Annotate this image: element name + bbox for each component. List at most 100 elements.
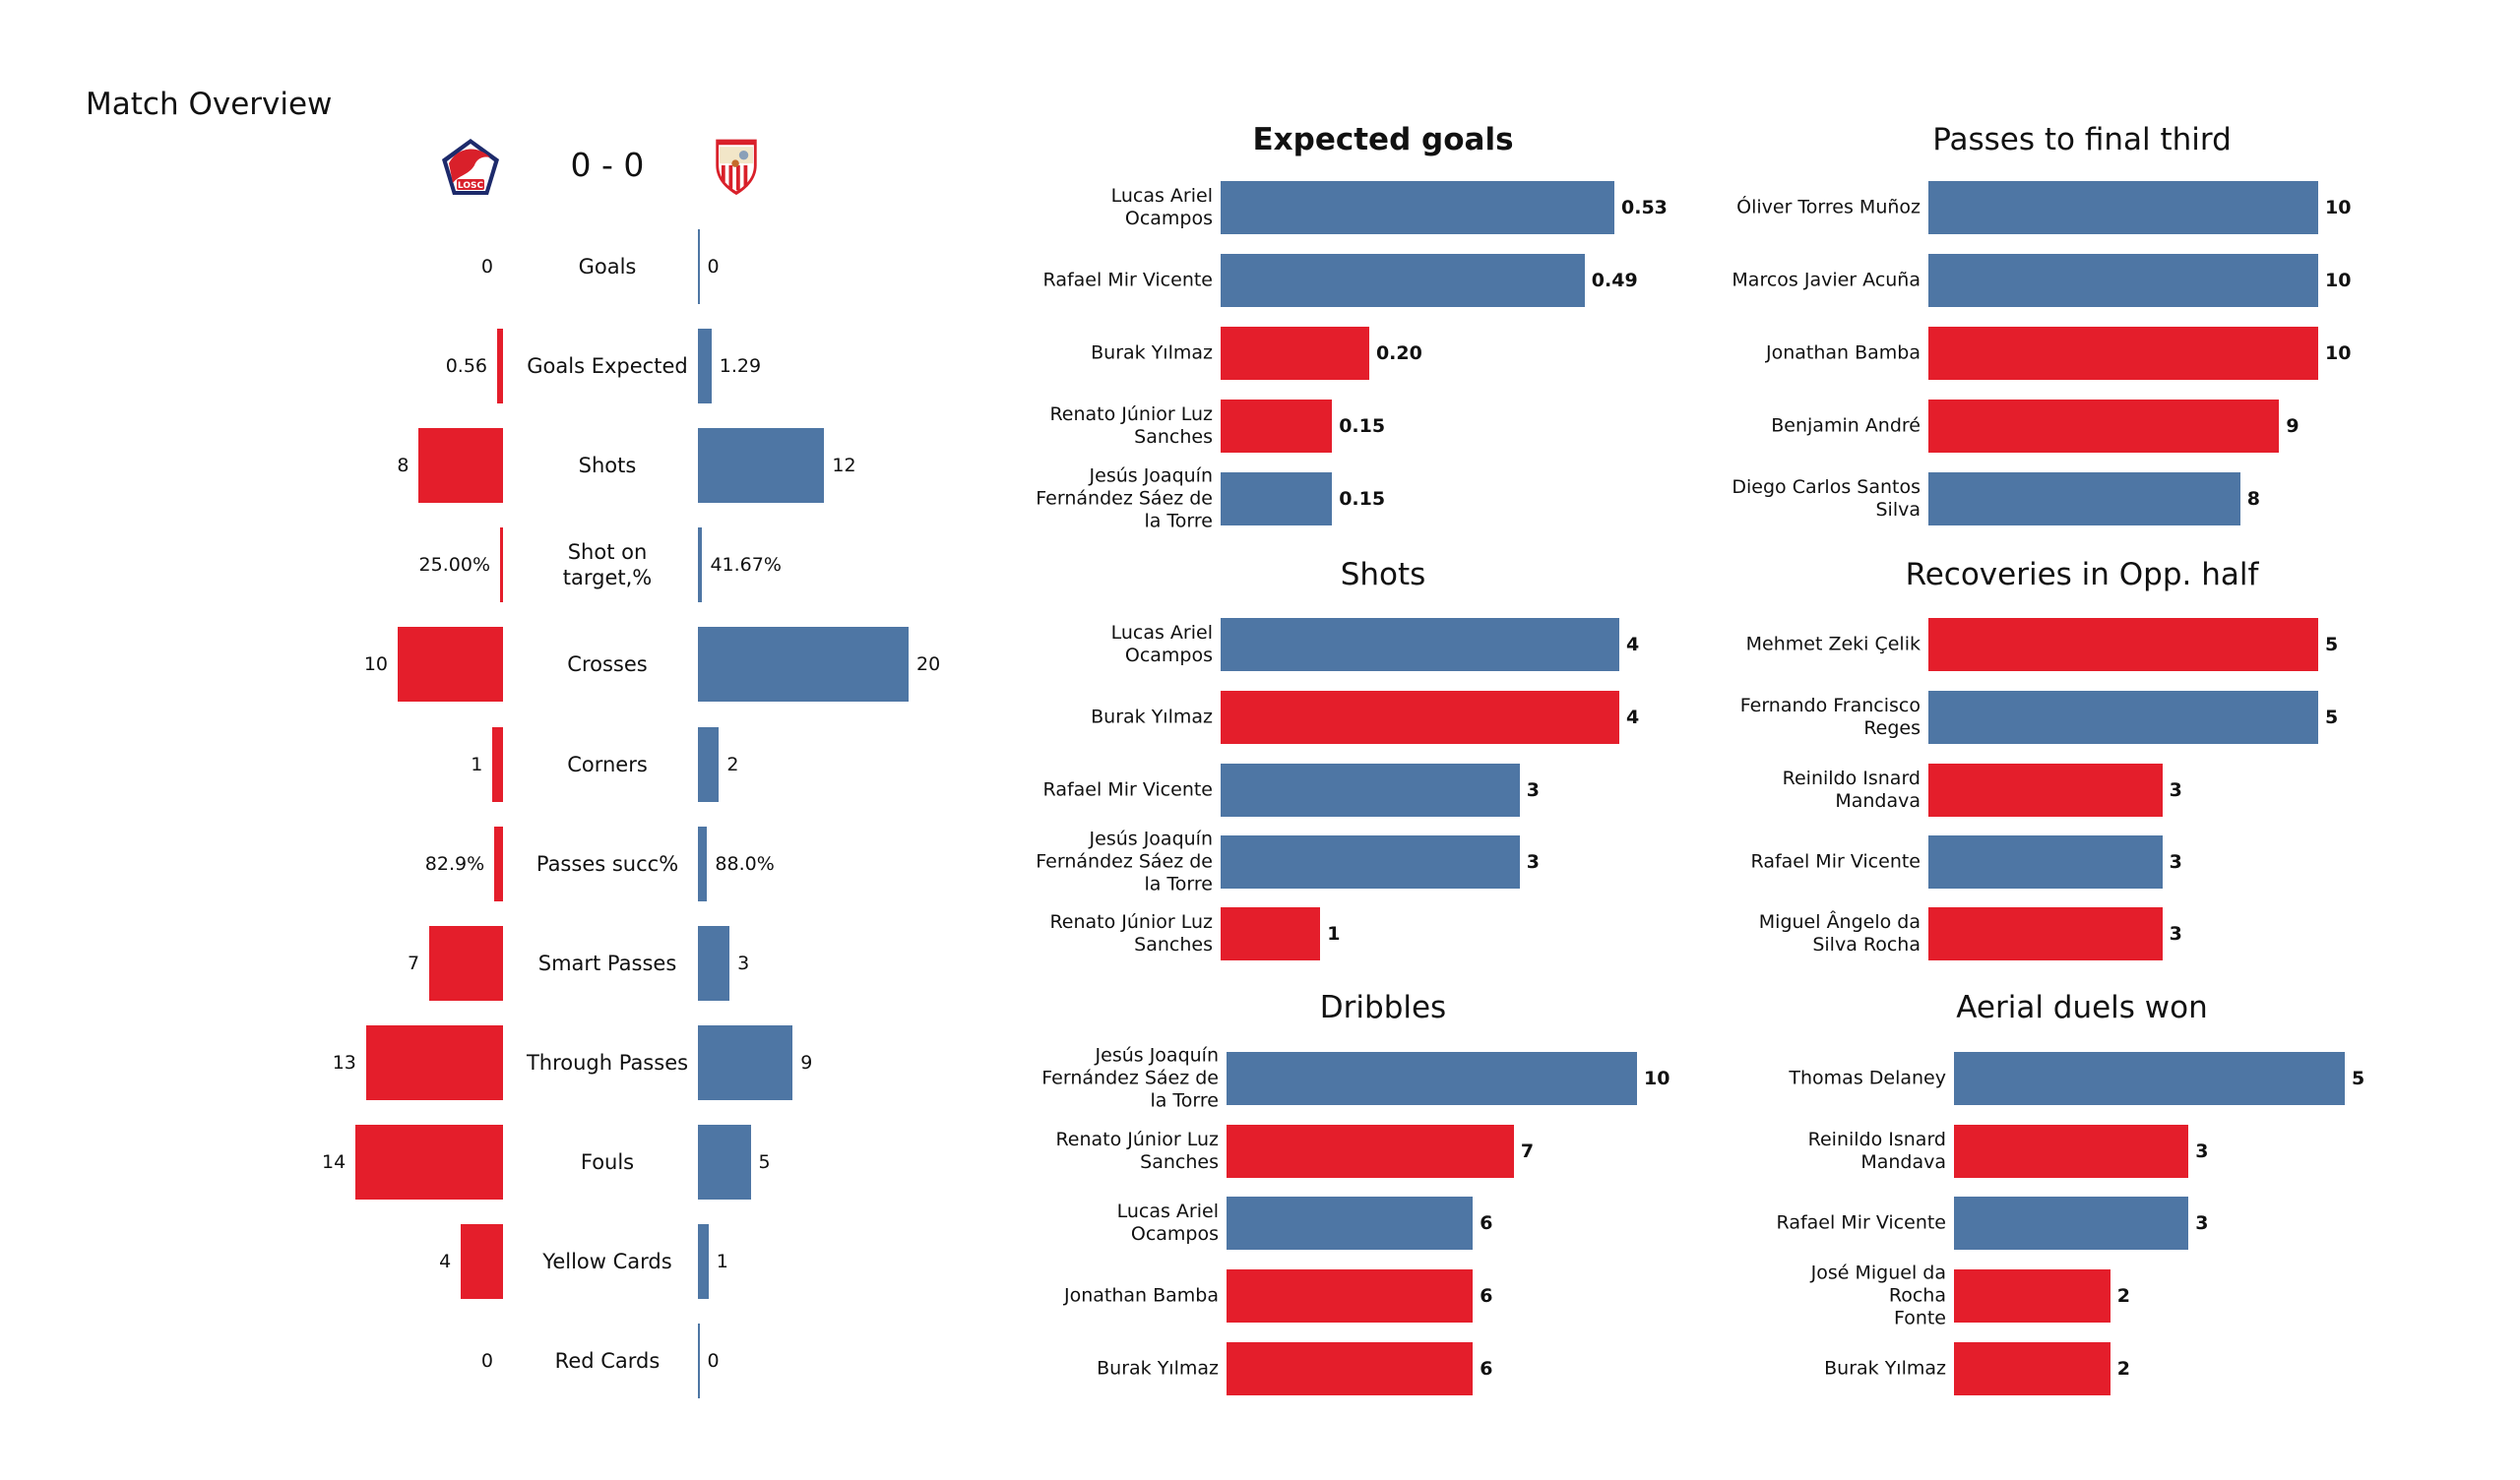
away-bar (698, 229, 700, 304)
player-name: Benjamin André (1771, 414, 1921, 437)
player-value: 5 (2325, 707, 2339, 728)
player-name: Fernando Francisco Reges (1739, 695, 1921, 739)
player-bar (1221, 691, 1619, 744)
stat-label: Yellow Cards (542, 1250, 672, 1273)
player-value: 8 (2246, 488, 2261, 510)
player-value: 10 (2325, 270, 2352, 291)
home-bar (365, 1024, 503, 1100)
player-name: Reinildo Isnard Mandava (1782, 768, 1921, 812)
player-value: 4 (1626, 707, 1640, 728)
player-bar (1928, 327, 2318, 380)
player-name: Renato Júnior Luz Sanches (1049, 403, 1213, 448)
player-name: Burak Yılmaz (1097, 1357, 1219, 1380)
player-bar (1928, 472, 2240, 525)
away-bar (698, 329, 712, 404)
home-bar (497, 329, 503, 404)
player-bar (1954, 1269, 2110, 1323)
player-bar (1954, 1125, 2189, 1178)
home-value: 8 (397, 455, 410, 477)
player-name: Renato Júnior Luz Sanches (1055, 1129, 1219, 1173)
away-bar (698, 826, 708, 901)
chart-title: Aerial duels won (1956, 990, 2208, 1025)
stat-label: Red Cards (554, 1349, 661, 1374)
chart-title: Expected goals (1252, 122, 1514, 157)
player-name: Jesús Joaquín Fernández Sáez de la Torre (1041, 1044, 1219, 1112)
player-value: 3 (2169, 851, 2182, 873)
home-bar (429, 925, 503, 1001)
stat-label: Goals (578, 255, 637, 278)
player-bar (1221, 907, 1321, 960)
chart-title: Dribbles (1319, 990, 1447, 1025)
player-name: Lucas Ariel Ocampos (1110, 185, 1213, 229)
stat-label: Corners (567, 752, 648, 776)
chart-title: Recoveries in Opp. half (1905, 557, 2259, 592)
stat-label: Shots (578, 454, 637, 478)
stat-label: Smart Passes (537, 951, 677, 975)
player-value: 3 (2169, 923, 2182, 945)
player-name: Burak Yılmaz (1824, 1357, 1946, 1380)
sevilla-fc-crest-icon (716, 139, 757, 196)
player-value: 2 (2116, 1358, 2131, 1380)
home-value: 0 (480, 1350, 493, 1373)
player-name: Lucas Ariel Ocampos (1110, 622, 1213, 666)
player-name: Rafael Mir Vicente (1042, 778, 1213, 801)
player-bar (1227, 1269, 1474, 1323)
player-bar (1928, 835, 2163, 889)
player-bar (1928, 181, 2318, 234)
home-value: 1 (471, 753, 483, 775)
player-value: 0.20 (1375, 342, 1422, 364)
player-value: 5 (2352, 1068, 2365, 1089)
stat-label: Crosses (567, 652, 648, 677)
home-bar (418, 428, 503, 504)
away-bar (698, 1224, 709, 1299)
home-value: 14 (322, 1150, 346, 1173)
home-value: 13 (332, 1051, 356, 1074)
player-name: Miguel Ângelo da Silva Rocha (1758, 911, 1921, 956)
player-bar (1954, 1197, 2189, 1250)
player-value: 6 (1480, 1358, 1493, 1380)
player-bar (1221, 835, 1520, 889)
player-value: 3 (1526, 851, 1540, 873)
player-bar (1928, 691, 2318, 744)
player-name: Mehmet Zeki Çelik (1745, 633, 1921, 655)
match-score: 0 - 0 (570, 146, 645, 184)
player-bar (1928, 400, 2280, 453)
home-value: 82.9% (424, 852, 485, 875)
away-value: 9 (800, 1051, 813, 1074)
player-name: Burak Yılmaz (1091, 341, 1213, 364)
player-bar (1221, 327, 1369, 380)
player-value: 10 (2325, 197, 2352, 218)
player-name: Renato Júnior Luz Sanches (1049, 911, 1213, 956)
player-bar (1227, 1052, 1637, 1105)
player-name: Jonathan Bamba (1765, 341, 1921, 364)
player-value: 3 (1526, 779, 1540, 801)
away-bar (698, 627, 909, 703)
player-name: Rafael Mir Vicente (1776, 1211, 1946, 1234)
player-bar (1928, 254, 2318, 307)
away-value: 3 (737, 952, 750, 974)
player-name: Burak Yılmaz (1091, 706, 1213, 728)
player-value: 3 (2195, 1212, 2209, 1234)
player-bar (1227, 1125, 1514, 1178)
player-bar (1928, 907, 2163, 960)
player-bar (1928, 764, 2163, 817)
player-value: 3 (2195, 1141, 2209, 1162)
player-name: Lucas Ariel Ocampos (1116, 1201, 1219, 1245)
away-bar (698, 1124, 751, 1200)
player-name: Diego Carlos Santos Silva (1732, 476, 1921, 521)
home-bar (494, 826, 503, 901)
lille-losc-crest-icon: LOSC (442, 139, 499, 195)
home-bar (492, 726, 503, 802)
away-value: 0 (707, 256, 720, 278)
away-value: 0 (707, 1350, 720, 1373)
away-bar (698, 925, 730, 1001)
player-name: Jonathan Bamba (1063, 1284, 1219, 1307)
home-value: 0 (480, 256, 493, 278)
player-name: Jesús Joaquín Fernández Sáez de la Torre (1036, 464, 1213, 532)
away-value: 2 (726, 753, 739, 775)
stat-label: Passes succ% (536, 851, 679, 876)
player-name: Marcos Javier Acuña (1732, 269, 1921, 291)
away-value: 20 (916, 653, 941, 676)
player-bar (1221, 764, 1520, 817)
player-name: Rafael Mir Vicente (1750, 850, 1921, 873)
